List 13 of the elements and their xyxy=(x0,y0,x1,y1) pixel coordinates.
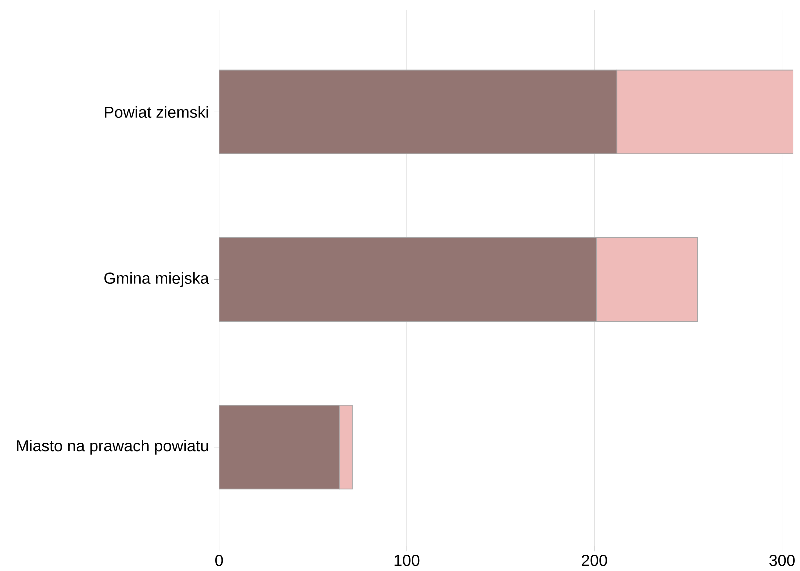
x-tick-label: 200 xyxy=(582,554,608,566)
y-tick-label: Miasto na prawach powiatu xyxy=(17,440,208,455)
bar xyxy=(616,70,794,154)
bar xyxy=(596,237,698,322)
bar xyxy=(339,405,353,490)
y-tick-label: Powiat ziemski xyxy=(105,106,208,118)
x-tick-label: 0 xyxy=(216,554,224,566)
bar xyxy=(219,70,618,154)
x-tick-label: 300 xyxy=(770,554,795,566)
bar xyxy=(219,237,597,322)
y-tick-label: Gmina miejska xyxy=(104,272,210,288)
x-tick-label: 100 xyxy=(394,554,420,566)
bar xyxy=(219,405,340,490)
